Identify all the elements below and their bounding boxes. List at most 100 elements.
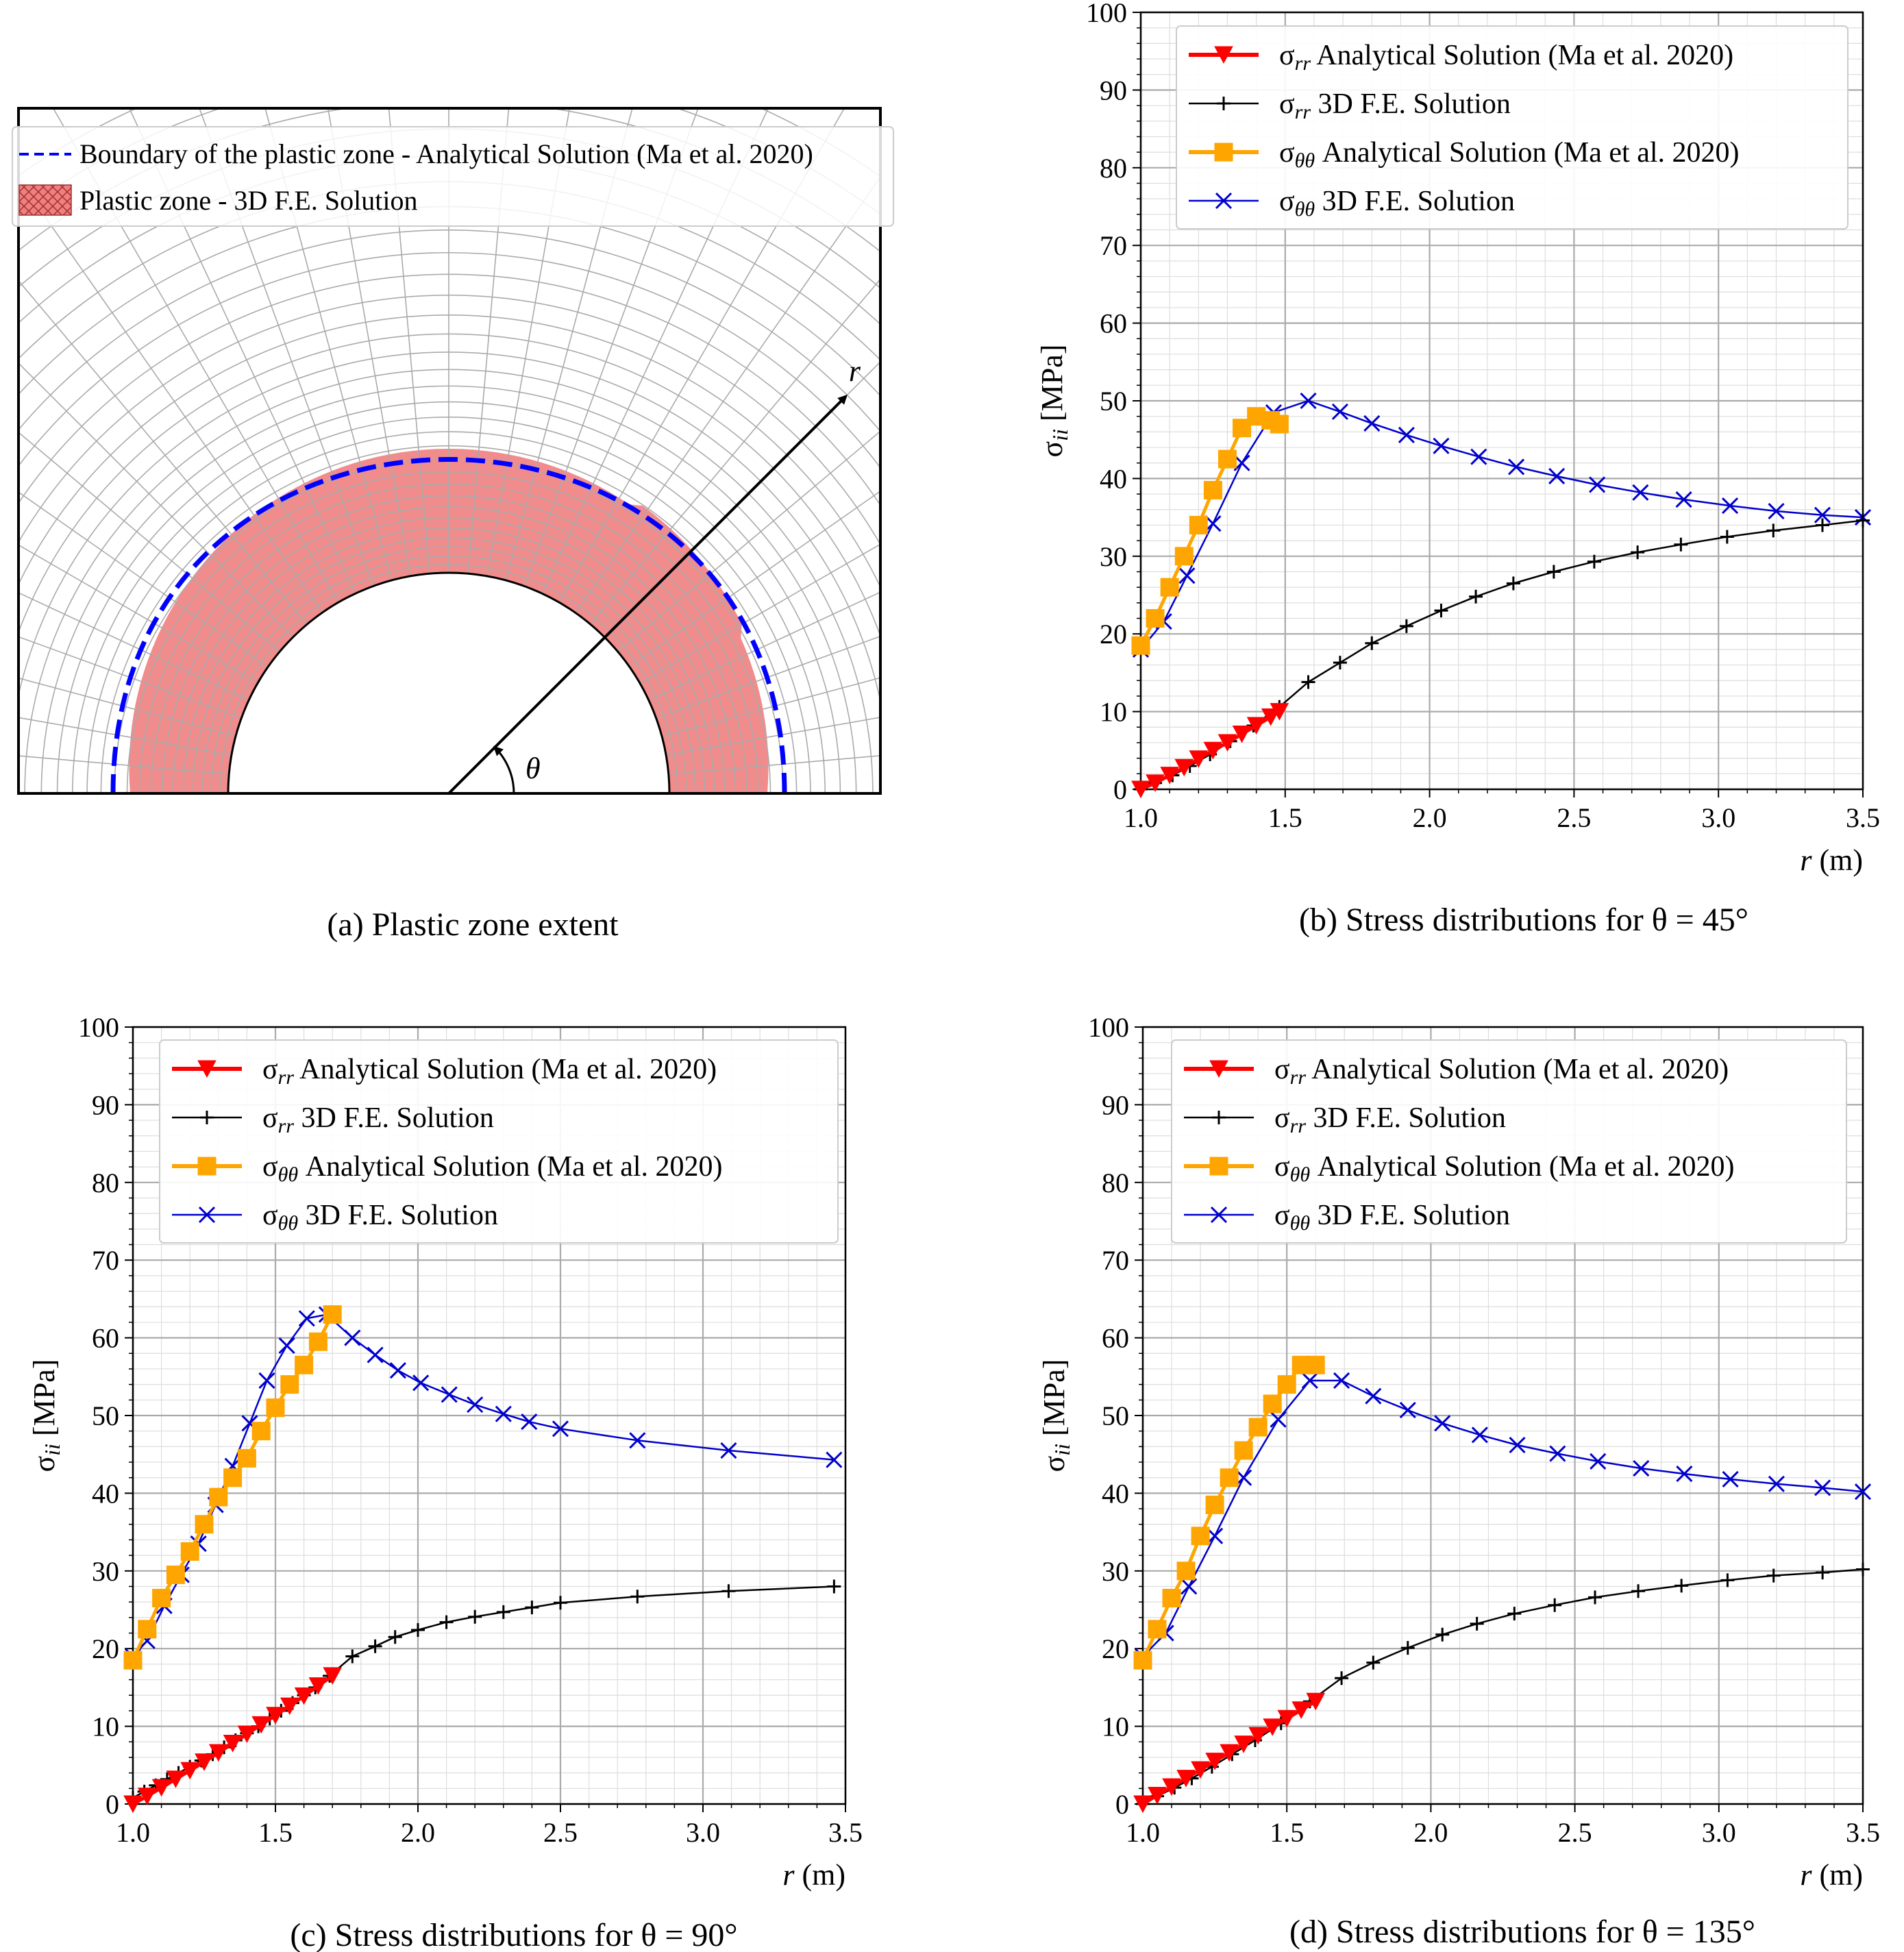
triangle-marker (208, 1744, 228, 1762)
triangle-marker (1306, 1692, 1326, 1711)
y-tick-label: 20 (1102, 1633, 1129, 1664)
square-marker (1146, 609, 1165, 628)
triangle-marker (294, 1687, 314, 1705)
square-marker (1270, 415, 1289, 434)
x-marker (1300, 392, 1317, 410)
x-marker (1235, 1469, 1252, 1486)
plastic-boundary-curve (110, 457, 787, 793)
x-marker (1509, 1437, 1526, 1454)
y-axis-label: σii [MPa] (1037, 1359, 1074, 1472)
plus-marker (1506, 576, 1520, 591)
plus-marker (721, 1584, 736, 1598)
mesh-radial (523, 108, 699, 586)
y-tick-label: 0 (1115, 1789, 1129, 1820)
mesh-radial (629, 490, 880, 667)
plus-marker (1212, 1111, 1226, 1124)
legend-label-srr_an: σrr Analytical Solution (Ma et al. 2020) (1279, 40, 1733, 75)
y-tick-label: 30 (1100, 541, 1127, 572)
mesh-radial (575, 175, 880, 613)
triangle-marker (1248, 1727, 1268, 1745)
plus-marker (439, 1615, 454, 1629)
plus-marker (468, 1609, 482, 1624)
y-axis-label: σii [MPa] (27, 1359, 64, 1472)
x-marker (1632, 484, 1649, 501)
series-stt_an (123, 1305, 342, 1670)
x-marker (521, 1413, 538, 1431)
x-marker (1854, 1483, 1872, 1500)
x-marker (1204, 515, 1222, 532)
y-tick-label: 80 (1102, 1168, 1129, 1198)
mesh-radial (558, 108, 845, 603)
y-axis-label: σii [MPa] (1035, 345, 1072, 458)
plus-marker (1631, 545, 1645, 560)
x-tick-label: 2.5 (1557, 802, 1591, 833)
plus-marker (388, 1630, 402, 1644)
x-marker (1814, 506, 1831, 523)
mesh-radial (665, 717, 880, 756)
legend-box (1171, 1039, 1847, 1244)
x-axis-label: r (m) (782, 1858, 845, 1892)
x-marker (441, 1386, 458, 1403)
y-tick-label: 50 (1102, 1400, 1129, 1431)
plus-marker (1365, 636, 1379, 650)
x-marker (552, 1420, 569, 1437)
x-marker (1471, 1426, 1488, 1444)
x-marker (1722, 1470, 1739, 1488)
plus-marker (1217, 97, 1231, 110)
square-marker (195, 1515, 214, 1534)
x-marker (1365, 1387, 1382, 1405)
plus-marker (411, 1622, 425, 1637)
mesh-radial (639, 543, 880, 684)
legend-label-stt_an: σθθ Analytical Solution (Ma et al. 2020) (1274, 1151, 1735, 1186)
mesh-radial (18, 592, 249, 701)
legend-d: σrr Analytical Solution (Ma et al. 2020)… (1171, 1039, 1847, 1244)
x-marker (467, 1396, 484, 1413)
mesh-radial (541, 108, 769, 594)
series-stt_an (1133, 1355, 1325, 1670)
x-marker (278, 1337, 295, 1355)
r-axis-arrow (447, 395, 848, 795)
mesh-radial (648, 591, 880, 701)
plus-marker (1766, 1568, 1781, 1583)
y-tick-label: 50 (92, 1400, 119, 1431)
plus-marker (1674, 1579, 1689, 1593)
x-marker (1589, 476, 1606, 493)
y-tick-label: 40 (1102, 1478, 1129, 1509)
legend-boundary-label: Boundary of the plastic zone - Analytica… (79, 138, 813, 169)
plus-marker (1816, 1566, 1830, 1580)
x-marker (1398, 426, 1415, 443)
plus-marker (1720, 1573, 1735, 1587)
square-marker (138, 1620, 157, 1639)
theta-label: θ (526, 752, 541, 785)
mesh-radial (18, 677, 236, 737)
mesh-radial (18, 636, 242, 719)
triangle-marker (1277, 1709, 1297, 1728)
legend-c: σrr Analytical Solution (Ma et al. 2020)… (159, 1039, 839, 1244)
square-marker (123, 1651, 143, 1670)
square-marker (251, 1422, 271, 1441)
x-marker (720, 1442, 737, 1459)
triangle-marker (195, 1753, 214, 1771)
y-tick-label: 20 (1100, 619, 1127, 650)
triangle-marker (1209, 1060, 1228, 1078)
legend-a: Boundary of the plastic zone - Analytica… (12, 126, 894, 227)
mesh-radial (590, 277, 880, 625)
x-tick-label: 3.0 (686, 1817, 720, 1848)
square-marker (295, 1355, 314, 1374)
x-marker (1215, 192, 1233, 210)
plus-marker (1399, 619, 1413, 633)
plot-frame (1141, 1026, 1864, 1805)
x-marker (344, 1329, 361, 1346)
triangle-marker (1263, 1718, 1283, 1736)
plus-marker (1815, 518, 1829, 532)
legend-zone-label: Plastic zone - 3D F.E. Solution (79, 185, 417, 216)
y-tick-label: 40 (1100, 463, 1127, 494)
square-marker (180, 1542, 199, 1561)
mesh-radial (18, 755, 230, 775)
plus-marker (554, 1596, 567, 1610)
square-marker (1220, 1468, 1239, 1487)
plus-marker (1631, 1584, 1646, 1598)
y-tick-label: 70 (92, 1245, 119, 1276)
triangle-marker (323, 1667, 343, 1685)
x-marker (1270, 1411, 1287, 1428)
